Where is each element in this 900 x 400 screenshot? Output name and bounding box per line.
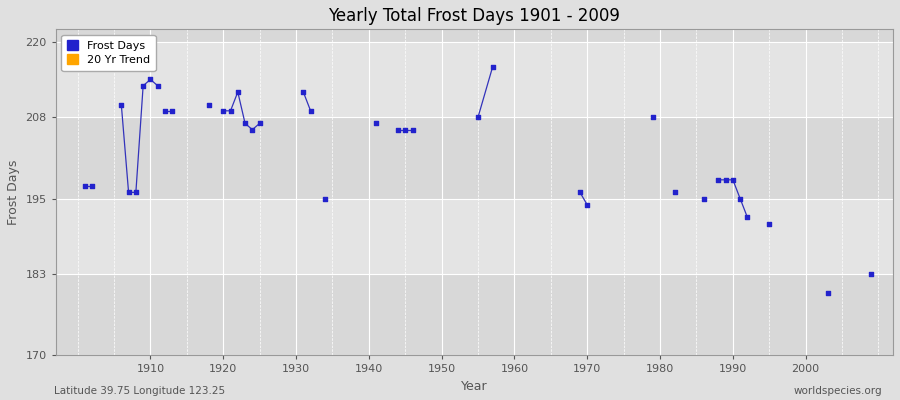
Point: [122, 189, 136, 196]
Text: worldspecies.org: worldspecies.org: [794, 386, 882, 396]
Point: [303, 108, 318, 114]
Bar: [56, 274, 893, 356]
Point: [165, 108, 179, 114]
Point: [252, 120, 266, 126]
Point: [318, 196, 332, 202]
Point: [471, 114, 485, 120]
Point: [85, 183, 99, 189]
Point: [238, 120, 252, 126]
Point: [725, 177, 740, 183]
Point: [485, 64, 500, 70]
Point: [369, 120, 383, 126]
Point: [136, 82, 150, 89]
Y-axis label: Frost Days: Frost Days: [7, 160, 20, 225]
Point: [405, 126, 419, 133]
Bar: [56, 29, 893, 42]
Point: [711, 177, 725, 183]
Point: [762, 220, 777, 227]
Bar: [56, 42, 893, 117]
Point: [143, 76, 157, 83]
Text: Latitude 39.75 Longitude 123.25: Latitude 39.75 Longitude 123.25: [54, 386, 225, 396]
Point: [129, 189, 143, 196]
Point: [697, 196, 711, 202]
Point: [668, 189, 682, 196]
Point: [223, 108, 238, 114]
Legend: Frost Days, 20 Yr Trend: Frost Days, 20 Yr Trend: [61, 35, 156, 71]
Point: [580, 202, 595, 208]
Point: [820, 290, 834, 296]
Point: [733, 196, 747, 202]
Point: [645, 114, 660, 120]
Point: [740, 214, 754, 221]
Point: [114, 101, 129, 108]
Point: [718, 177, 733, 183]
Bar: [56, 199, 893, 274]
Point: [158, 108, 172, 114]
Point: [398, 126, 412, 133]
Point: [864, 271, 878, 277]
Point: [230, 89, 245, 95]
Point: [245, 126, 259, 133]
Point: [296, 89, 310, 95]
Point: [202, 101, 216, 108]
Point: [572, 189, 587, 196]
Point: [77, 183, 92, 189]
Point: [391, 126, 405, 133]
X-axis label: Year: Year: [461, 380, 488, 393]
Bar: [56, 117, 893, 199]
Point: [150, 82, 165, 89]
Title: Yearly Total Frost Days 1901 - 2009: Yearly Total Frost Days 1901 - 2009: [328, 7, 620, 25]
Point: [216, 108, 230, 114]
